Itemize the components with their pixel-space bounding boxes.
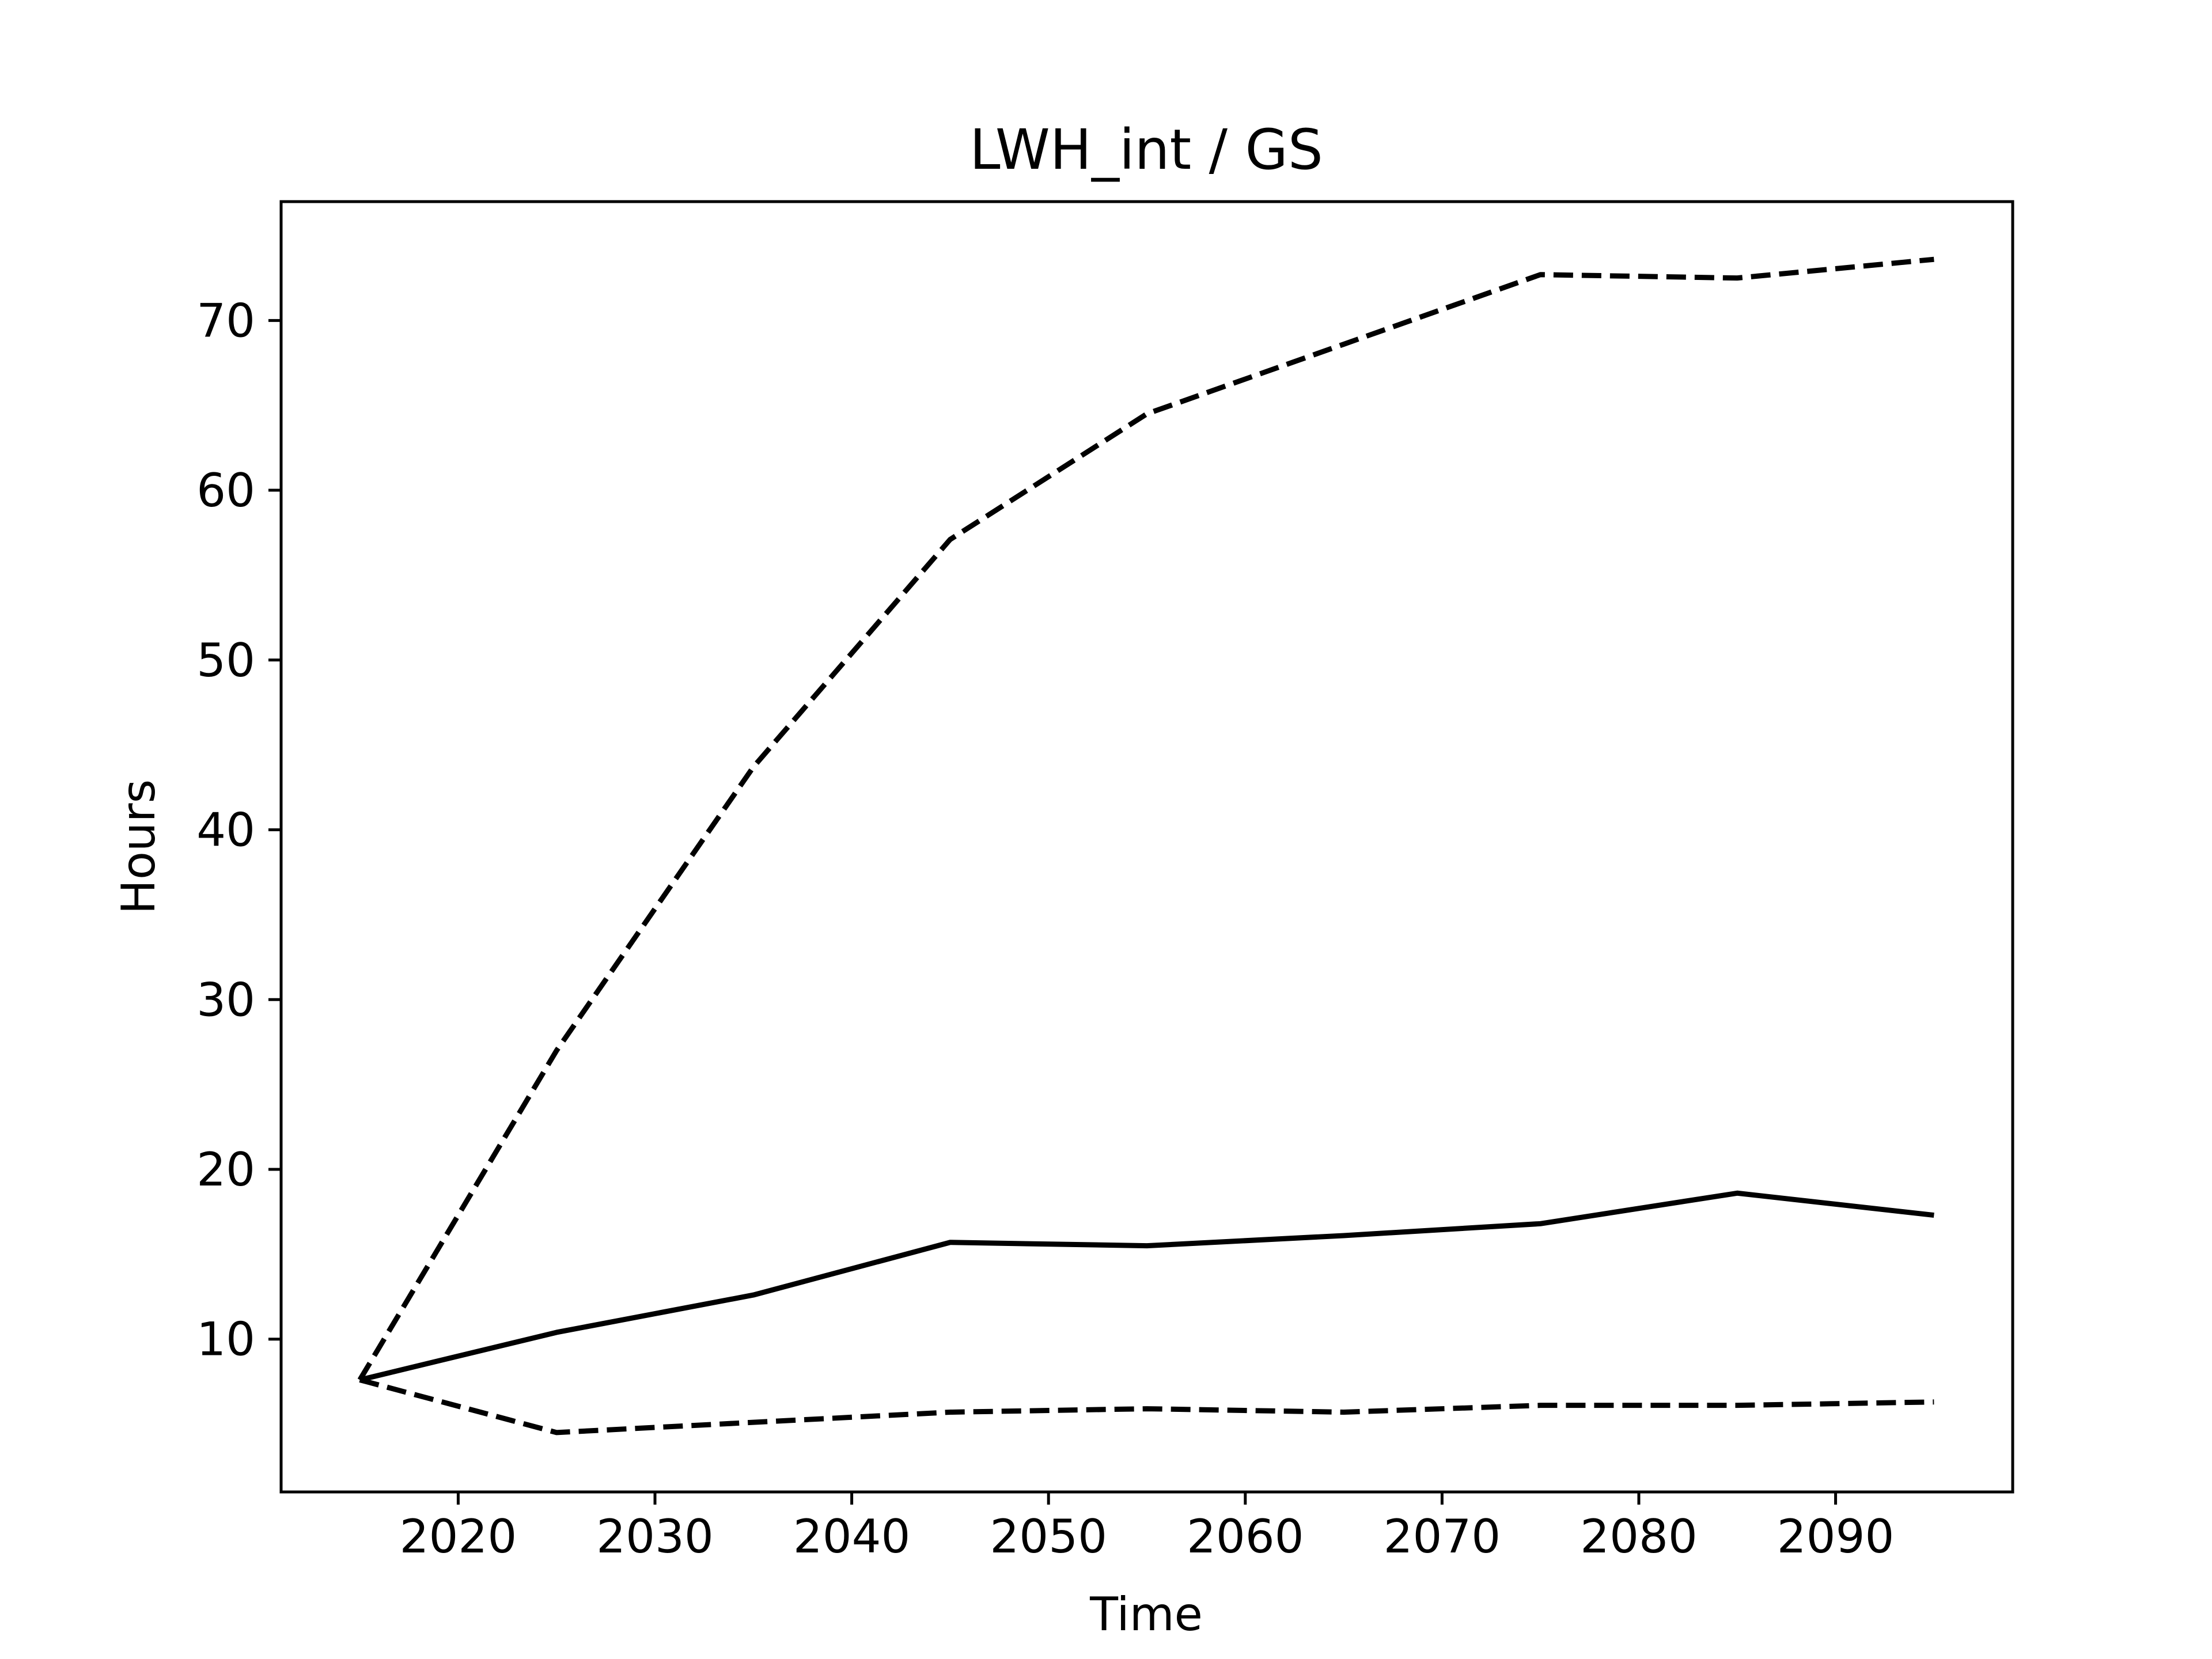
y-tick-label: 30 xyxy=(196,973,255,1027)
y-axis-title: Hours xyxy=(112,779,165,914)
y-tick-label: 70 xyxy=(196,294,255,347)
chart-title: LWH_int / GS xyxy=(969,118,1323,182)
x-tick-label: 2080 xyxy=(1580,1510,1698,1563)
y-tick-label: 20 xyxy=(196,1143,255,1196)
y-tick-label: 10 xyxy=(196,1313,255,1366)
x-tick-label: 2060 xyxy=(1187,1510,1304,1563)
x-axis-title: Time xyxy=(1089,1588,1203,1641)
x-tick-label: 2090 xyxy=(1777,1510,1895,1563)
plot-area-frame xyxy=(279,200,2014,1494)
series-line-dashed-lower xyxy=(359,1377,1934,1435)
y-axis-ticks: 10 20 30 40 50 60 70 xyxy=(196,294,281,1366)
y-tick-label: 40 xyxy=(196,804,255,857)
x-axis-ticks: 2020 2030 2040 2050 2060 2070 2080 2090 xyxy=(400,1492,1895,1563)
y-tick-label: 60 xyxy=(196,464,255,517)
x-tick-label: 2070 xyxy=(1384,1510,1501,1563)
series-layer xyxy=(357,256,1934,1435)
y-tick-label: 50 xyxy=(196,634,255,687)
series-line-solid xyxy=(359,1190,1934,1382)
series-line-dashed-upper xyxy=(357,256,1934,1381)
x-tick-label: 2020 xyxy=(400,1510,517,1563)
x-tick-label: 2030 xyxy=(596,1510,714,1563)
x-tick-label: 2050 xyxy=(990,1510,1107,1563)
x-tick-label: 2040 xyxy=(793,1510,911,1563)
